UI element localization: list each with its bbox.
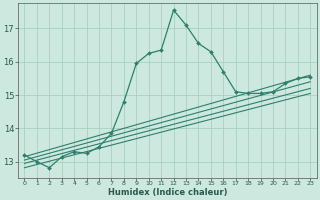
X-axis label: Humidex (Indice chaleur): Humidex (Indice chaleur) bbox=[108, 188, 227, 197]
